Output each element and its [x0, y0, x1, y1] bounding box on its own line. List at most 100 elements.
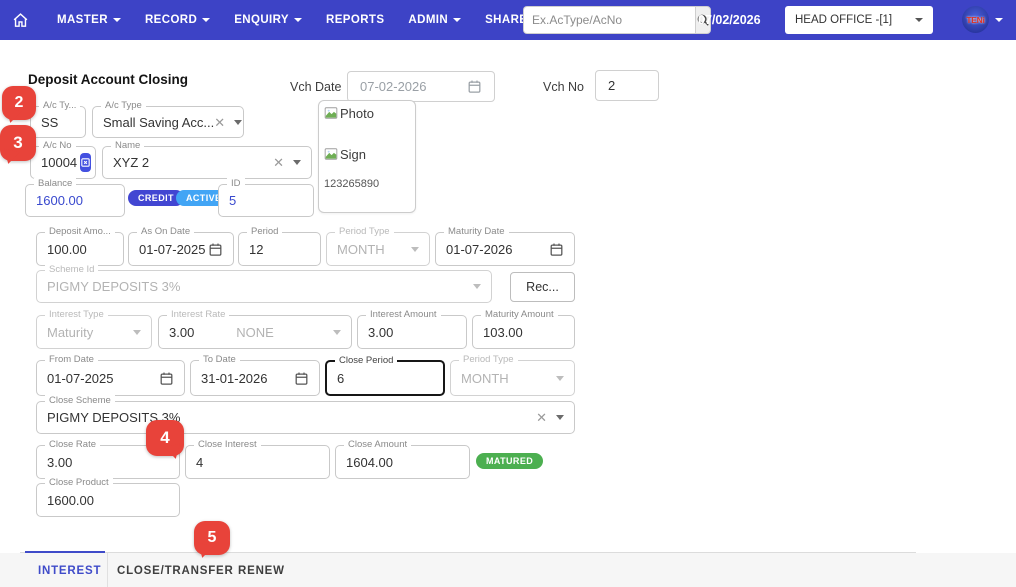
- vch-date-value: 07-02-2026: [360, 79, 427, 94]
- interest-type-field-label: Interest Type: [45, 309, 108, 320]
- clear-icon[interactable]: ✕: [273, 155, 284, 170]
- close-amount-field[interactable]: Close Amount 1604.00: [335, 439, 470, 479]
- menu-record[interactable]: RECORD: [144, 14, 211, 26]
- chevron-down-icon: [915, 18, 923, 22]
- marker-number: 5: [207, 529, 217, 546]
- period-field[interactable]: Period 12: [238, 226, 321, 266]
- ac-type-field[interactable]: A/c Type Small Saving Acc... ✕: [92, 100, 244, 138]
- chevron-down-icon: [995, 17, 1003, 22]
- branch-selector[interactable]: HEAD OFFICE -[1]: [785, 6, 933, 34]
- as-on-date-value: 01-07-2025: [139, 241, 206, 257]
- maturity-amount-field-label: Maturity Amount: [481, 309, 558, 320]
- ac-ty-field[interactable]: A/c Ty... SS: [30, 100, 86, 138]
- grid-icon: [81, 158, 90, 167]
- tab-renew[interactable]: RENEW: [238, 565, 285, 577]
- to-date-value: 31-01-2026: [201, 370, 268, 386]
- from-date-field[interactable]: From Date 01-07-2025: [36, 354, 185, 396]
- ac-no-field[interactable]: A/c No 10004: [30, 140, 96, 179]
- chevron-down-icon: [453, 18, 462, 22]
- chevron-down-icon[interactable]: [234, 119, 243, 125]
- as-on-date-field[interactable]: As On Date 01-07-2025: [128, 226, 234, 266]
- menu-enquiry[interactable]: ENQUIRY: [234, 14, 302, 26]
- sign-alt-text: Sign: [340, 147, 367, 162]
- calendar-icon[interactable]: [159, 371, 174, 386]
- to-date-field[interactable]: To Date 31-01-2026: [190, 354, 320, 396]
- vch-date-input[interactable]: 07-02-2026: [347, 71, 495, 102]
- annotation-marker-2: 2: [0, 86, 36, 133]
- working-date: 07/02/2026: [698, 13, 761, 27]
- name-field-label: Name: [111, 140, 145, 151]
- ac-no-value: 10004: [41, 155, 78, 170]
- deposit-amount-field[interactable]: Deposit Amo... 100.00: [36, 226, 124, 266]
- chevron-down-icon: [556, 375, 564, 381]
- menu-master-label: MASTER: [57, 14, 108, 26]
- interest-amount-field-label: Interest Amount: [366, 309, 441, 320]
- tab-interest[interactable]: INTEREST: [38, 565, 102, 577]
- broken-image-icon: [324, 148, 338, 160]
- interest-rate-mode: NONE: [236, 324, 274, 340]
- search-input[interactable]: [523, 6, 695, 34]
- clear-icon[interactable]: ✕: [214, 114, 226, 130]
- chevron-down-icon[interactable]: [556, 415, 564, 420]
- marker-number: 2: [14, 94, 24, 111]
- annotation-marker-3: 3: [0, 125, 36, 174]
- maturity-date-field[interactable]: Maturity Date 01-07-2026: [435, 226, 575, 266]
- scheme-id-field-label: Scheme Id: [45, 264, 99, 275]
- close-period-value: 6: [337, 370, 345, 386]
- marker-number: 4: [160, 428, 170, 447]
- close-scheme-field[interactable]: Close Scheme PIGMY DEPOSITS 3% ✕: [36, 395, 575, 434]
- vch-no-input[interactable]: 2: [595, 70, 659, 101]
- search-button[interactable]: [695, 6, 711, 34]
- branch-selector-value: HEAD OFFICE -[1]: [795, 14, 893, 26]
- maturity-date-field-label: Maturity Date: [444, 226, 509, 237]
- tab-separator: [107, 553, 108, 587]
- deposit-amount-value: 100.00: [47, 241, 87, 257]
- interest-amount-field[interactable]: Interest Amount 3.00: [357, 309, 467, 349]
- maturity-amount-value: 103.00: [483, 324, 523, 340]
- interest-rate-field[interactable]: Interest Rate 3.00 NONE: [158, 309, 352, 349]
- calendar-icon[interactable]: [294, 371, 309, 386]
- calendar-icon[interactable]: [549, 242, 564, 257]
- main-menu: MASTER RECORD ENQUIRY REPORTS ADMIN SHAR…: [45, 14, 560, 26]
- account-search: [523, 6, 711, 34]
- clear-icon[interactable]: ✕: [536, 410, 547, 425]
- tab-close-transfer[interactable]: CLOSE/TRANSFER: [117, 565, 234, 577]
- menu-enquiry-label: ENQUIRY: [234, 14, 289, 26]
- calendar-icon[interactable]: [208, 242, 223, 257]
- vch-no-label: Vch No: [543, 80, 584, 94]
- interest-rate-value: 3.00: [169, 324, 195, 340]
- menu-reports[interactable]: REPORTS: [326, 14, 384, 26]
- chevron-down-icon[interactable]: [293, 160, 301, 165]
- user-profile-menu[interactable]: TENi: [962, 6, 1003, 33]
- close-period-field[interactable]: Close Period 6: [325, 355, 445, 396]
- calendar-icon[interactable]: [467, 79, 482, 94]
- maturity-amount-field[interactable]: Maturity Amount 103.00: [472, 309, 575, 349]
- menu-record-label: RECORD: [144, 14, 198, 26]
- tab-divider-line: [20, 552, 916, 553]
- home-icon: [13, 12, 28, 27]
- home-button[interactable]: [12, 12, 29, 29]
- id-field-label: ID: [227, 178, 245, 189]
- menu-admin[interactable]: ADMIN: [408, 14, 462, 26]
- chevron-down-icon: [333, 329, 341, 335]
- active-badge: ACTIVE: [176, 190, 232, 206]
- menu-master[interactable]: MASTER: [57, 14, 121, 26]
- ac-type-value: Small Saving Acc...: [103, 114, 215, 130]
- close-interest-field[interactable]: Close Interest 4: [185, 439, 330, 479]
- menu-shares-label: SHARES: [485, 14, 536, 26]
- close-product-field[interactable]: Close Product 1600.00: [36, 477, 180, 517]
- close-amount-value: 1604.00: [346, 454, 393, 470]
- close-rate-field[interactable]: Close Rate 3.00: [36, 439, 180, 479]
- ac-no-field-label: A/c No: [39, 140, 76, 151]
- search-icon: [697, 14, 709, 26]
- close-rate-field-label: Close Rate: [45, 439, 100, 450]
- name-field[interactable]: Name XYZ 2 ✕: [102, 140, 312, 179]
- interest-type-field: Interest Type Maturity: [36, 309, 152, 349]
- rec-button[interactable]: Rec...: [510, 272, 575, 302]
- id-value: 5: [229, 193, 237, 208]
- customer-number: 123265890: [324, 178, 380, 190]
- marker-tail: [0, 148, 20, 174]
- id-field: ID 5: [218, 178, 314, 217]
- account-lookup-button[interactable]: [80, 153, 92, 172]
